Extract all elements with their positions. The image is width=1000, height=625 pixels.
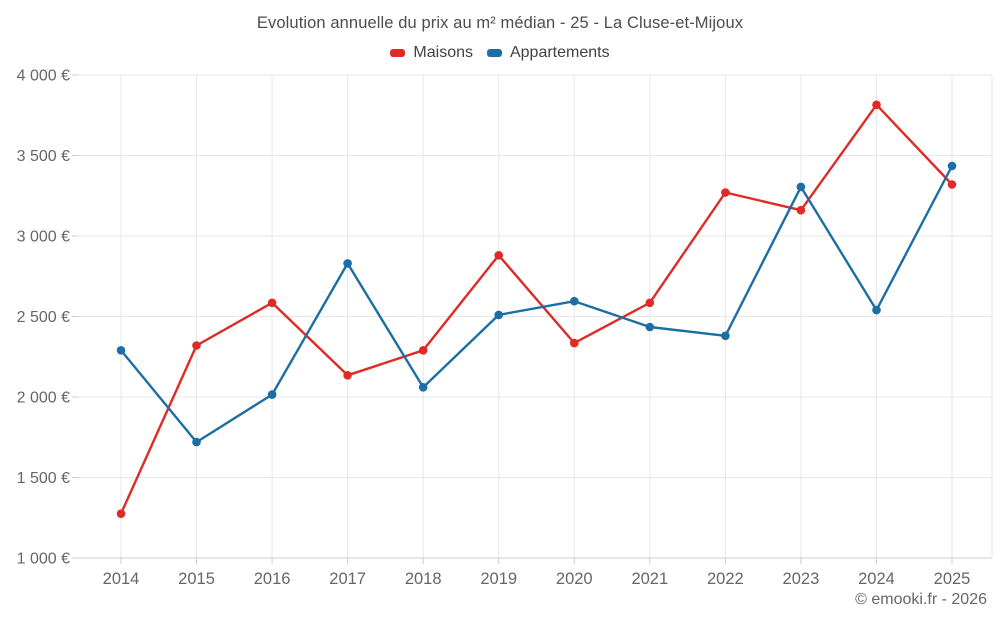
data-point-maisons[interactable] [721,188,730,197]
x-axis-tick-label: 2020 [556,570,593,588]
data-point-appartements[interactable] [796,182,806,192]
x-axis-tick-label: 2017 [329,570,366,588]
y-axis-tick-label: 2 000 € [17,390,70,407]
legend-label: Maisons [413,44,473,61]
data-point-appartements[interactable] [418,383,428,392]
x-axis-tick-label: 2024 [858,570,895,588]
data-point-maisons[interactable] [645,298,655,308]
x-axis-tick-label: 2023 [783,570,820,588]
y-axis-tick-label: 3 000 € [17,229,70,246]
data-point-appartements[interactable] [192,437,201,447]
legend-label: Appartements [509,44,610,61]
x-axis-tick-label: 2019 [480,570,517,588]
y-axis-tick-label: 1 500 € [17,470,70,487]
data-point-maisons[interactable] [343,371,352,380]
y-axis-tick-label: 4 000 € [17,68,70,85]
legend: Maisons Appartements [0,44,1000,62]
series-line-appartements [119,164,954,444]
data-point-appartements[interactable] [645,322,655,332]
legend-item-appartements[interactable]: Appartements [486,44,610,62]
data-point-maisons[interactable] [570,338,579,348]
data-point-maisons[interactable] [116,509,126,518]
data-point-appartements[interactable] [570,296,579,306]
x-axis-tick-label: 2025 [934,570,971,588]
y-axis-tick-label: 3 500 € [17,148,70,165]
legend-swatch-icon [390,49,406,57]
x-axis-tick-label: 2016 [254,570,291,588]
x-axis-tick-label: 2021 [631,570,668,588]
y-axis-tick-label: 2 500 € [17,309,70,326]
y-axis-tick-label: 1 000 € [17,551,70,568]
data-point-appartements[interactable] [947,161,957,171]
chart-title: Evolution annuelle du prix au m² médian … [256,14,744,32]
x-axis-tick-label: 2015 [178,570,215,588]
data-point-appartements[interactable] [721,331,730,341]
data-point-appartements[interactable] [494,310,504,320]
data-point-appartements[interactable] [267,390,277,399]
data-point-maisons[interactable] [267,298,277,308]
x-axis-tick-label: 2022 [707,570,744,588]
credit-text: © emooki.fr - 2026 [855,591,987,608]
data-point-maisons[interactable] [872,100,881,110]
data-point-maisons[interactable] [947,180,957,189]
legend-item-maisons[interactable]: Maisons [390,44,473,62]
series-line-maisons [119,103,954,515]
data-point-maisons[interactable] [796,205,806,215]
data-point-maisons[interactable] [418,346,428,355]
x-axis-tick-label: 2014 [103,570,140,588]
data-point-appartements[interactable] [872,305,881,315]
data-point-maisons[interactable] [192,341,201,350]
data-point-appartements[interactable] [343,259,352,268]
data-point-maisons[interactable] [494,251,504,260]
legend-swatch-icon [486,49,502,57]
data-point-appartements[interactable] [116,346,126,355]
x-axis-tick-label: 2018 [405,570,442,588]
